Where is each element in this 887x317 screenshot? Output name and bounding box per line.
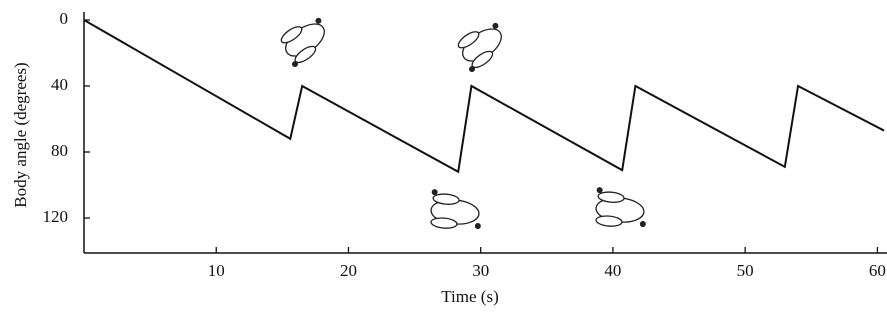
y-tick-label: 40 [51,75,68,94]
x-tick-label: 60 [869,261,886,280]
x-tick-label: 10 [208,261,225,280]
y-tick-label: 0 [60,9,69,28]
x-tick-label: 50 [737,261,754,280]
x-tick-label: 30 [472,261,489,280]
frog-icon [594,187,649,229]
y-axis-label: Body angle (degrees) [11,62,30,207]
frog-icon [429,189,484,231]
y-tick-label: 120 [43,207,69,226]
frog-icon [452,17,512,74]
chart: Time (s) Body angle (degrees) 0 40 80 120 10… [0,0,887,317]
x-axis-label: Time (s) [441,287,498,306]
frog-icon [275,12,335,69]
y-tick-label: 80 [51,141,68,160]
x-tick-label: 40 [604,261,621,280]
x-tick-label: 20 [340,261,357,280]
